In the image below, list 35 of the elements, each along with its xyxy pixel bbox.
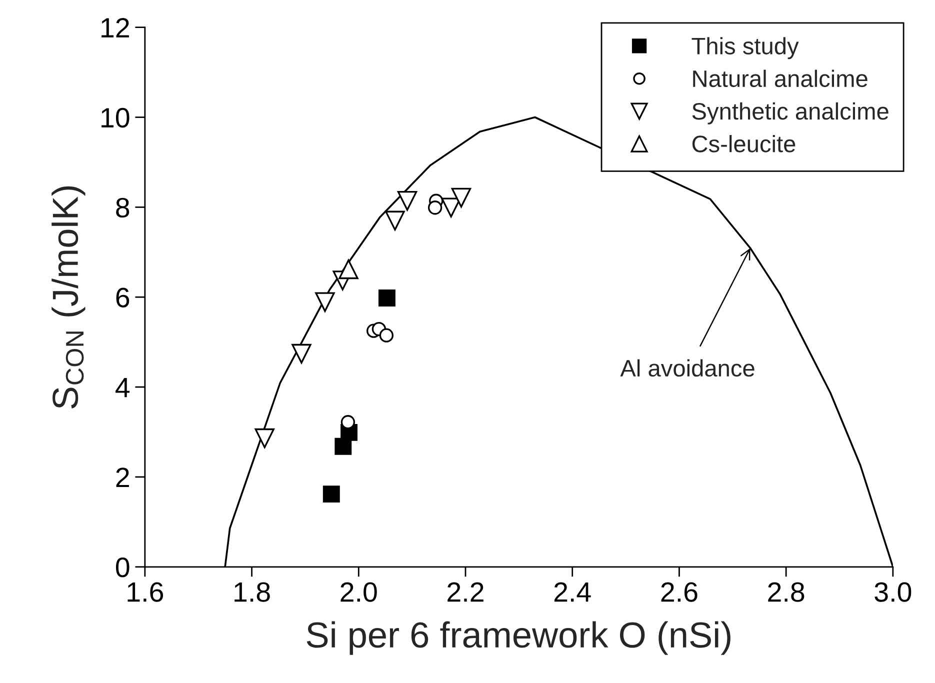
point xyxy=(340,415,356,430)
point xyxy=(322,486,340,503)
point xyxy=(397,191,418,211)
point xyxy=(315,292,335,312)
annotation: Al avoidance xyxy=(620,359,754,377)
point xyxy=(385,210,405,231)
point xyxy=(441,198,461,218)
y-tick-label: 10 xyxy=(102,108,130,128)
x-tick-label: 2.8 xyxy=(768,582,804,602)
y-tick-label: 12 xyxy=(102,18,129,38)
point xyxy=(378,290,396,306)
x-tick-label: 2.6 xyxy=(661,582,698,602)
point xyxy=(451,188,472,208)
x-tick-label: 2.0 xyxy=(340,582,377,602)
x-tick-label: 1.8 xyxy=(234,582,270,602)
x-tick-label: 2.4 xyxy=(554,582,591,602)
legend-label: This study xyxy=(692,37,799,60)
y-tick-label: 2 xyxy=(116,468,129,488)
point xyxy=(292,344,312,364)
y-tick-label: 4 xyxy=(116,378,130,398)
y-axis-title: S$_{CON}$ (J/molK) xyxy=(52,186,86,408)
y-tick-label: 8 xyxy=(116,198,130,218)
point xyxy=(254,428,274,448)
x-tick-label: 3.0 xyxy=(874,582,912,602)
legend-label: Cs-leucite xyxy=(692,135,796,152)
y-tick-label: 0 xyxy=(116,558,130,578)
x-axis-title: Si per 6 framework O (nSi) xyxy=(306,621,730,655)
point xyxy=(338,259,358,280)
legend-label: Natural analcime xyxy=(693,70,868,88)
point xyxy=(428,200,442,215)
x-tick-label: 2.2 xyxy=(448,582,484,602)
x-tick-label: 1.6 xyxy=(128,582,164,602)
point xyxy=(379,328,394,342)
y-tick-label: 6 xyxy=(116,288,130,308)
legend-label: Synthetic analcime xyxy=(692,102,888,124)
